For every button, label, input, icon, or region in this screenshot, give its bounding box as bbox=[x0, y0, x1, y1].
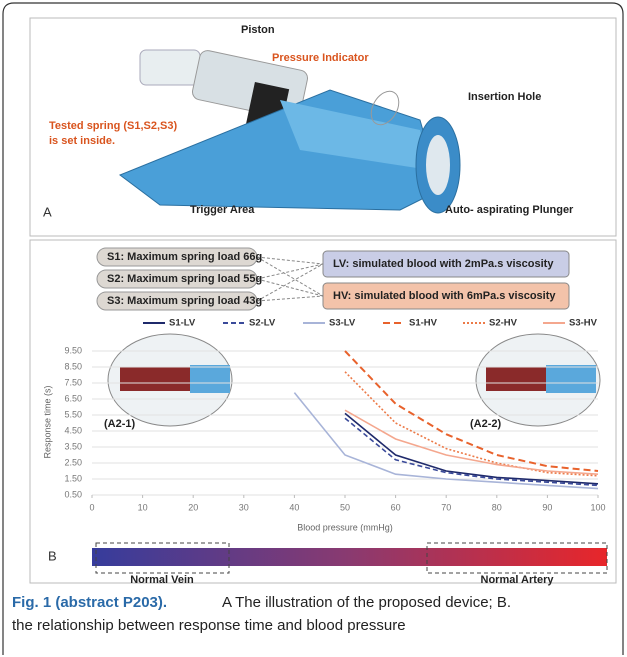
y-tick-label: 4.50 bbox=[64, 425, 82, 435]
x-tick-label: 50 bbox=[340, 502, 350, 512]
x-tick-label: 20 bbox=[188, 502, 198, 512]
box-text: LV: simulated blood with 2mPa.s viscosit… bbox=[333, 258, 554, 270]
x-tick-label: 100 bbox=[590, 502, 605, 512]
series-line bbox=[344, 350, 599, 472]
x-axis-label: Blood pressure (mmHg) bbox=[297, 522, 393, 532]
device-illustration bbox=[118, 49, 461, 214]
x-tick-label: 60 bbox=[391, 502, 401, 512]
box-text: S3: Maximum spring load 43g bbox=[107, 295, 262, 307]
y-tick-label: 3.50 bbox=[64, 441, 82, 451]
box-text: S1: Maximum spring load 66g bbox=[107, 251, 262, 263]
panel-letter: B bbox=[48, 548, 57, 563]
caption-label: Fig. 1 (abstract P203). bbox=[12, 594, 167, 611]
y-tick-label: 8.50 bbox=[64, 361, 82, 371]
caption-text: the relationship between response time a… bbox=[12, 617, 406, 634]
y-tick-label: 6.50 bbox=[64, 393, 82, 403]
box-text: S2: Maximum spring load 55g bbox=[107, 273, 262, 285]
y-axis-label: Response time (s) bbox=[42, 385, 52, 458]
series-line bbox=[344, 409, 599, 475]
label: is set inside. bbox=[49, 135, 115, 147]
y-tick-label: 2.50 bbox=[64, 457, 82, 467]
legend-label: S2-HV bbox=[489, 318, 518, 329]
y-tick-label: 0.50 bbox=[64, 489, 82, 499]
legend-label: S3-HV bbox=[569, 318, 598, 329]
series-line bbox=[344, 371, 599, 477]
label: Trigger Area bbox=[190, 204, 255, 216]
series-line bbox=[344, 417, 599, 487]
x-tick-label: 40 bbox=[289, 502, 299, 512]
bar-label: Normal Artery bbox=[481, 574, 555, 586]
y-tick-label: 9.50 bbox=[64, 345, 82, 355]
y-tick-label: 1.50 bbox=[64, 473, 82, 483]
panel-letter: A bbox=[43, 204, 52, 219]
series-line bbox=[344, 412, 599, 485]
box-text: HV: simulated blood with 6mPa.s viscosit… bbox=[333, 290, 556, 302]
bar-label: Normal Vein bbox=[130, 574, 194, 586]
inset-label: (A2-2) bbox=[470, 418, 502, 430]
label: Insertion Hole bbox=[468, 91, 541, 103]
label: Piston bbox=[241, 24, 275, 36]
legend-label: S3-LV bbox=[329, 318, 356, 329]
vein-box bbox=[95, 542, 230, 574]
label: Auto- aspirating Plunger bbox=[445, 204, 574, 216]
x-tick-label: 10 bbox=[138, 502, 148, 512]
color-bar bbox=[92, 548, 607, 566]
legend-label: S2-LV bbox=[249, 318, 276, 329]
series-line bbox=[293, 392, 599, 490]
x-tick-label: 90 bbox=[542, 502, 552, 512]
boxes bbox=[96, 247, 570, 311]
y-tick-label: 7.50 bbox=[64, 377, 82, 387]
x-tick-label: 70 bbox=[441, 502, 451, 512]
x-tick-label: 30 bbox=[239, 502, 249, 512]
inset-label: (A2-1) bbox=[104, 418, 136, 430]
label: Tested spring (S1,S2,S3) bbox=[49, 120, 178, 132]
inset-images bbox=[107, 333, 601, 427]
legend-label: S1-LV bbox=[169, 318, 196, 329]
y-tick-label: 5.50 bbox=[64, 409, 82, 419]
x-tick-label: 0 bbox=[89, 502, 94, 512]
legend-label: S1-HV bbox=[409, 318, 438, 329]
caption-text: A The illustration of the proposed devic… bbox=[222, 594, 511, 611]
x-tick-label: 80 bbox=[492, 502, 502, 512]
label: Pressure Indicator bbox=[272, 52, 369, 64]
